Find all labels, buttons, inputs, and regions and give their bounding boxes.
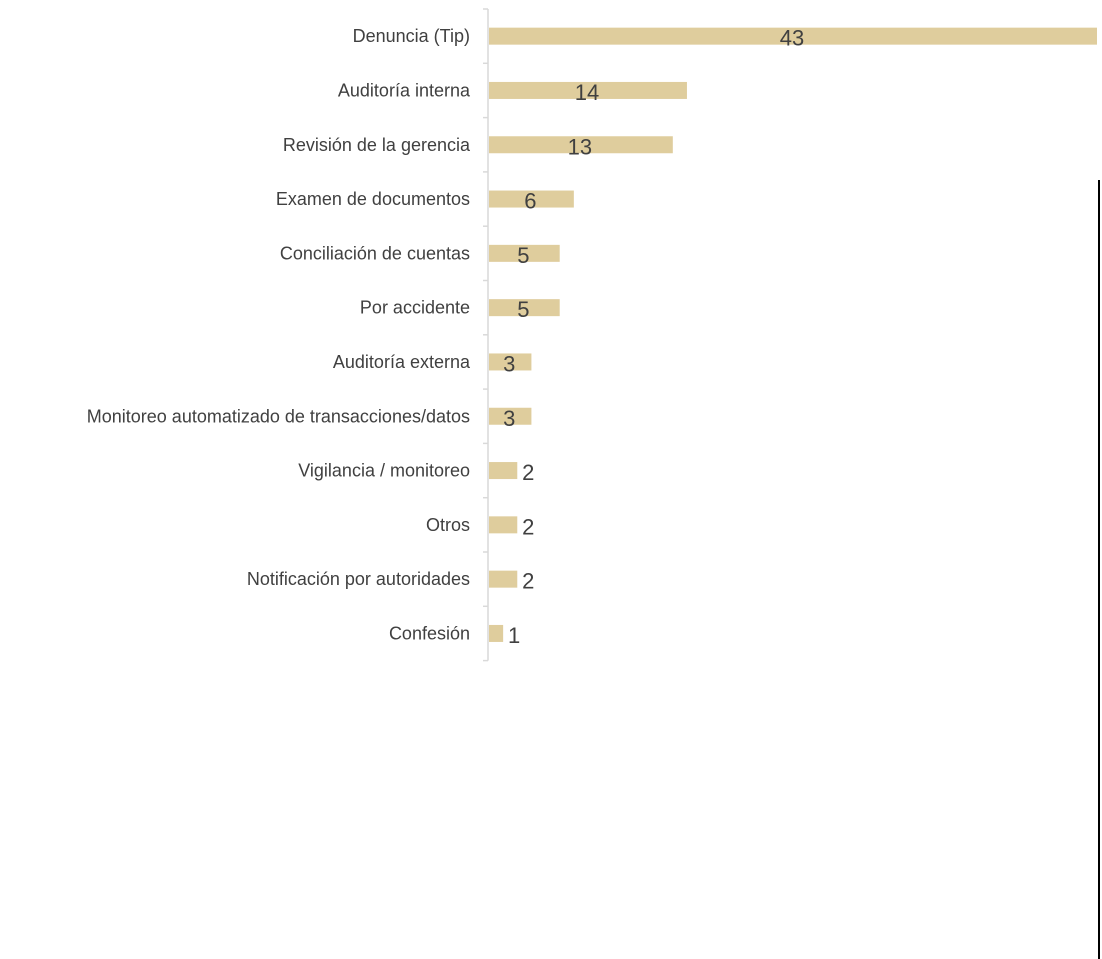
bar [489,81,687,99]
bar [489,299,560,317]
bars-group [489,27,1097,642]
data-label: 6 [524,189,536,214]
data-label: 43 [780,26,804,51]
data-label: 3 [503,406,515,431]
category-label: Vigilancia / monitoreo [298,461,470,481]
category-label: Conciliación de cuentas [280,243,470,263]
data-label: 3 [503,351,515,376]
bar [489,624,504,642]
data-label: 5 [517,243,529,268]
category-label: Examen de documentos [276,189,470,209]
data-label: 14 [575,80,599,105]
category-labels: Denuncia (Tip) Auditoría interna Revisión … [87,26,471,643]
data-labels: 43 14 13 6 5 5 3 3 2 2 2 1 [503,26,804,648]
category-axis [483,8,489,662]
bar [489,244,560,262]
bar [489,136,673,154]
bar [489,462,518,480]
bar [489,27,1097,45]
category-label: Notificación por autoridades [247,569,470,589]
category-label: Auditoría externa [333,352,471,372]
bar [489,190,574,208]
category-label: Auditoría interna [338,80,471,100]
frame-edge-line [1098,180,1100,959]
data-label: 1 [508,623,520,648]
data-label: 13 [568,134,592,159]
category-label: Revisión de la gerencia [283,135,471,155]
bar [489,407,532,425]
data-label: 2 [522,569,534,594]
category-label: Denuncia (Tip) [353,26,470,46]
data-label: 2 [522,514,534,539]
data-label: 2 [522,460,534,485]
category-label: Por accidente [360,298,470,318]
data-label: 5 [517,297,529,322]
category-label: Monitoreo automatizado de transacciones/… [87,406,470,426]
bar [489,516,518,534]
bar [489,353,532,371]
bar [489,570,518,588]
category-label: Otros [426,515,470,535]
category-label: Confesión [389,623,470,643]
